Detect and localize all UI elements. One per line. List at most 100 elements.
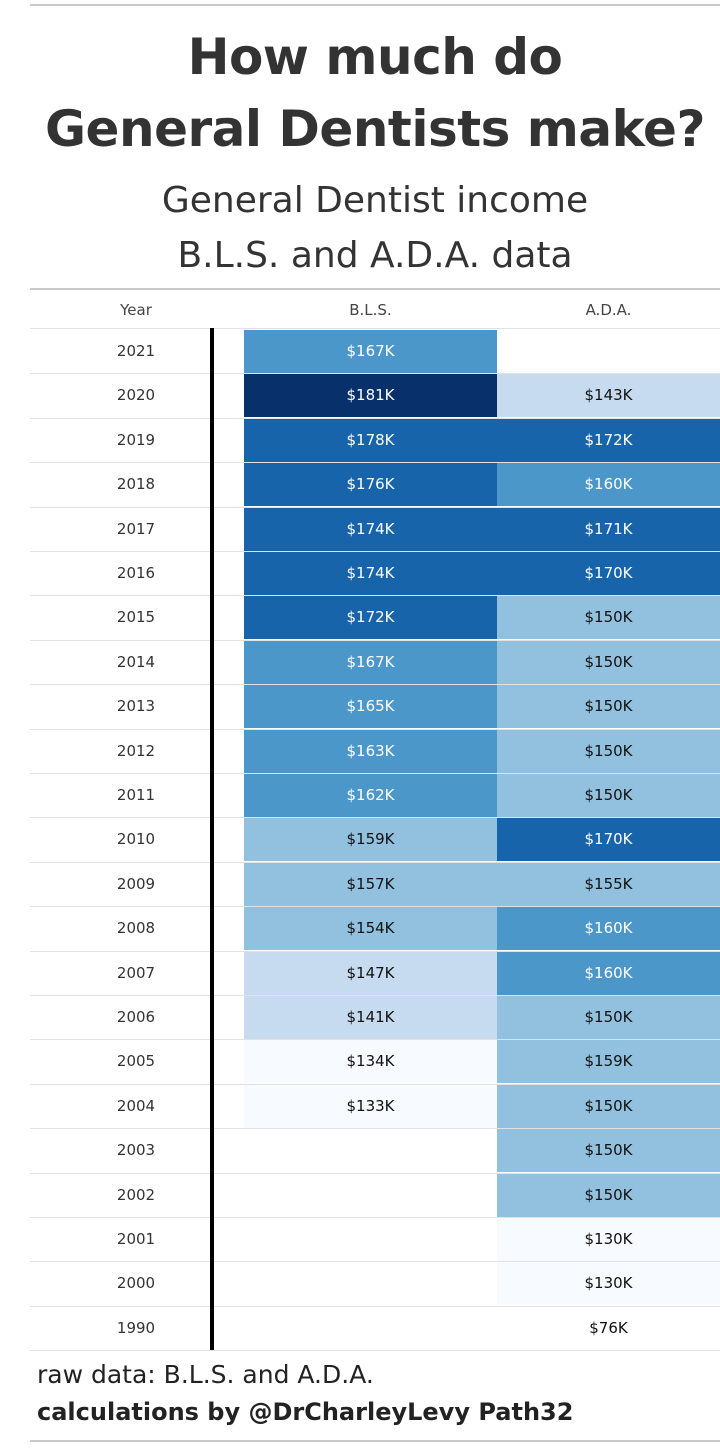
row-divider (30, 728, 720, 730)
table-row: 2014 $167K $150K (30, 640, 720, 686)
row-divider (30, 373, 720, 375)
bls-cell: $167K (244, 640, 497, 684)
table-row: 2020 $181K $143K (30, 374, 720, 419)
year-cell: 2019 (116, 430, 156, 449)
table-row: 2005 $134K $159K (30, 1040, 720, 1085)
year-cell: 2001 (116, 1230, 156, 1248)
ada-cell: $150K (497, 685, 720, 729)
bls-cell: $133K (244, 1084, 497, 1128)
year-cell: 2002 (116, 1185, 156, 1204)
row-divider (30, 1083, 720, 1085)
bls-cell: $134K (244, 1040, 497, 1084)
ada-cell: $160K (497, 907, 720, 951)
table-row: 2011 $162K $150K (30, 774, 720, 819)
bls-cell: $176K (244, 463, 497, 507)
column-header-ada: A.D.A. (585, 301, 632, 319)
ada-cell: $170K (497, 818, 720, 862)
column-header-bls: B.L.S. (349, 301, 392, 319)
bls-cell: $159K (244, 818, 497, 862)
ada-cell: $150K (497, 596, 720, 640)
table-row: 2015 $172K $150K (30, 596, 720, 641)
ada-cell: $150K (497, 1173, 720, 1217)
ada-cell: $170K (497, 552, 720, 595)
row-divider (30, 506, 720, 508)
year-cell: 2017 (116, 519, 156, 538)
year-cell: 2006 (116, 1008, 156, 1026)
year-cell: 2013 (116, 697, 156, 716)
ada-cell: $150K (497, 729, 720, 773)
table-row: 2004 $133K $150K (30, 1084, 720, 1130)
row-divider (30, 950, 720, 952)
year-cell: 2021 (116, 342, 156, 360)
row-divider (30, 550, 720, 552)
table-row: 2007 $147K $160K (30, 951, 720, 996)
table-row: 2002 $150K (30, 1173, 720, 1218)
bls-cell: $172K (244, 596, 497, 640)
bls-cell (244, 1262, 497, 1305)
year-cell: 2008 (116, 919, 156, 938)
ada-cell: $159K (497, 1040, 720, 1084)
bls-cell (244, 1218, 497, 1261)
year-cell: 2003 (116, 1141, 156, 1160)
row-divider (30, 1216, 720, 1218)
year-cell: 2000 (116, 1274, 156, 1293)
ada-cell: $130K (497, 1262, 720, 1306)
year-cell: 2014 (116, 652, 156, 671)
ada-cell: $172K (497, 418, 720, 462)
table-row: 2019 $178K $172K (30, 418, 720, 464)
chart-title-line1: How much do (187, 28, 563, 86)
year-cell: 2015 (116, 608, 156, 627)
bls-cell: $181K (244, 374, 497, 418)
year-cell: 2007 (116, 963, 156, 982)
ada-cell (497, 330, 720, 373)
bls-cell (244, 1174, 497, 1217)
year-cell: 2020 (116, 386, 156, 405)
year-cell: 2009 (116, 874, 156, 893)
table-row: 2008 $154K $160K (30, 907, 720, 952)
header-rule (30, 288, 720, 290)
bls-cell: $167K (244, 330, 497, 373)
row-divider (30, 906, 720, 908)
row-divider (30, 772, 720, 774)
table-row: 2021 $167K (30, 330, 720, 375)
bls-cell: $163K (244, 729, 497, 773)
table-row: 2012 $163K $150K (30, 729, 720, 774)
table-row: 2003 $150K (30, 1129, 720, 1174)
chart-subtitle-line1: General Dentist income (161, 180, 589, 221)
ada-cell: $160K (497, 951, 720, 995)
row-divider (30, 462, 720, 464)
row-divider (30, 817, 720, 819)
row-divider (30, 1261, 720, 1263)
bls-cell: $165K (244, 685, 497, 729)
table-row: 2009 $157K $155K (30, 862, 720, 908)
table-row: 2001 $130K (30, 1218, 720, 1263)
bls-cell: $141K (244, 996, 497, 1039)
row-divider (30, 639, 720, 641)
table-row: 2006 $141K $150K (30, 996, 720, 1041)
year-cell: 2004 (116, 1096, 156, 1115)
ada-cell: $155K (497, 862, 720, 906)
bls-cell: $174K (244, 507, 497, 551)
chart-title-line2: General Dentists make? (45, 100, 705, 158)
table-row: 2010 $159K $170K (30, 818, 720, 863)
ada-cell: $160K (497, 463, 720, 507)
column-header-year: Year (120, 301, 152, 319)
row-divider (30, 1172, 720, 1174)
bls-cell: $174K (244, 552, 497, 595)
year-cell: 2018 (116, 475, 156, 494)
bls-cell (244, 1129, 497, 1172)
ada-cell: $150K (497, 996, 720, 1039)
table-row: 2000 $130K (30, 1262, 720, 1307)
row-divider (30, 994, 720, 996)
year-cell: 2011 (116, 786, 156, 804)
table-row: 2016 $174K $170K (30, 552, 720, 597)
row-divider (30, 417, 720, 419)
table-row: 2017 $174K $171K (30, 507, 720, 552)
top-rule (30, 4, 720, 6)
footer-credit: calculations by @DrCharleyLevy Path32 (37, 1398, 574, 1426)
row-divider (30, 861, 720, 863)
header-divider (30, 328, 720, 329)
ada-cell: $150K (497, 640, 720, 684)
year-cell: 2016 (116, 564, 156, 582)
bls-cell: $162K (244, 774, 497, 817)
